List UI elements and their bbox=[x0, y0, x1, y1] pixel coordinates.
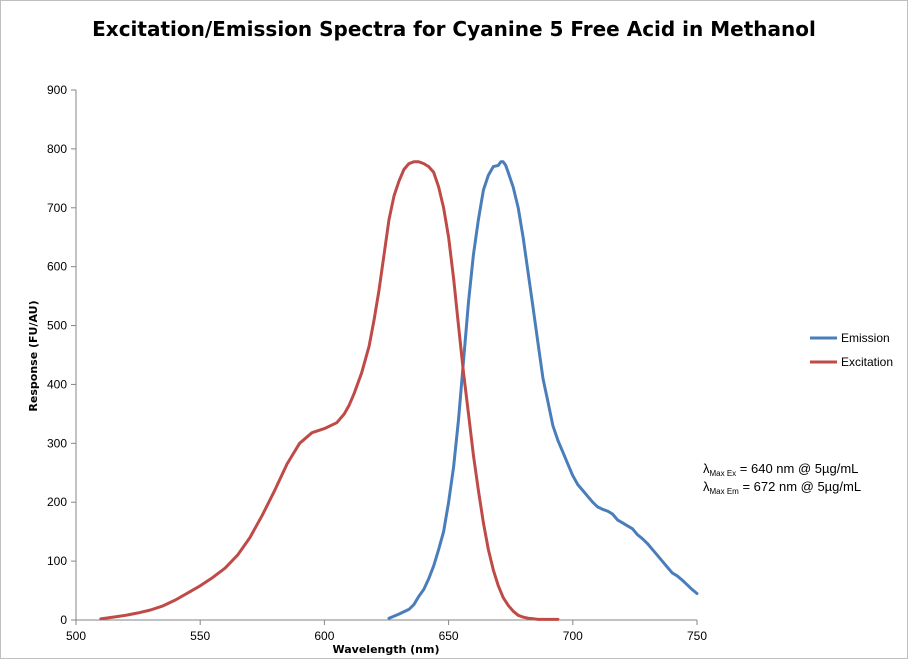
x-axis-title: Wavelength (nm) bbox=[333, 643, 440, 656]
y-tick-label: 0 bbox=[60, 613, 67, 627]
legend-label-emission: Emission bbox=[841, 331, 890, 345]
x-tick-label: 550 bbox=[190, 629, 210, 643]
annotation-max-ex: λMax Ex = 640 nm @ 5µg/mL bbox=[703, 461, 858, 478]
legend-label-excitation: Excitation bbox=[841, 355, 893, 369]
annotation-text: = 640 nm @ 5µg/mL bbox=[736, 461, 858, 476]
annotation-subscript: Max Em bbox=[710, 487, 740, 496]
y-tick-label: 500 bbox=[47, 319, 67, 333]
series-line-excitation bbox=[99, 160, 560, 621]
annotation-lambda: λ bbox=[703, 479, 710, 494]
y-tick-label: 900 bbox=[47, 83, 67, 97]
annotation-text: = 672 nm @ 5µg/mL bbox=[739, 479, 861, 494]
y-tick-label: 600 bbox=[47, 260, 67, 274]
annotation-max-em: λMax Em = 672 nm @ 5µg/mL bbox=[703, 479, 861, 496]
y-tick-label: 800 bbox=[47, 142, 67, 156]
x-tick-label: 600 bbox=[314, 629, 334, 643]
y-tick-label: 200 bbox=[47, 495, 67, 509]
y-axis-title: Response (FU/AU) bbox=[27, 300, 40, 411]
x-tick-label: 750 bbox=[687, 629, 707, 643]
y-tick-label: 100 bbox=[47, 554, 67, 568]
y-tick-label: 700 bbox=[47, 201, 67, 215]
y-axis: 0 100 200 300 400 500 600 700 800 900 bbox=[47, 83, 77, 627]
legend: Emission Excitation bbox=[810, 331, 893, 369]
annotation-lambda: λ bbox=[703, 461, 710, 476]
annotation-subscript: Max Ex bbox=[710, 469, 737, 478]
x-axis: 500 550 600 650 700 750 bbox=[66, 619, 707, 643]
y-tick-label: 400 bbox=[47, 377, 67, 391]
series-line-emission bbox=[387, 160, 699, 620]
annotation-box: λMax Ex = 640 nm @ 5µg/mL λMax Em = 672 … bbox=[703, 461, 861, 496]
x-tick-label: 700 bbox=[563, 629, 583, 643]
y-tick-label: 300 bbox=[47, 436, 67, 450]
x-tick-label: 650 bbox=[439, 629, 459, 643]
x-tick-label: 500 bbox=[66, 629, 86, 643]
series-layer bbox=[99, 160, 699, 621]
chart-title: Excitation/Emission Spectra for Cyanine … bbox=[92, 17, 816, 41]
